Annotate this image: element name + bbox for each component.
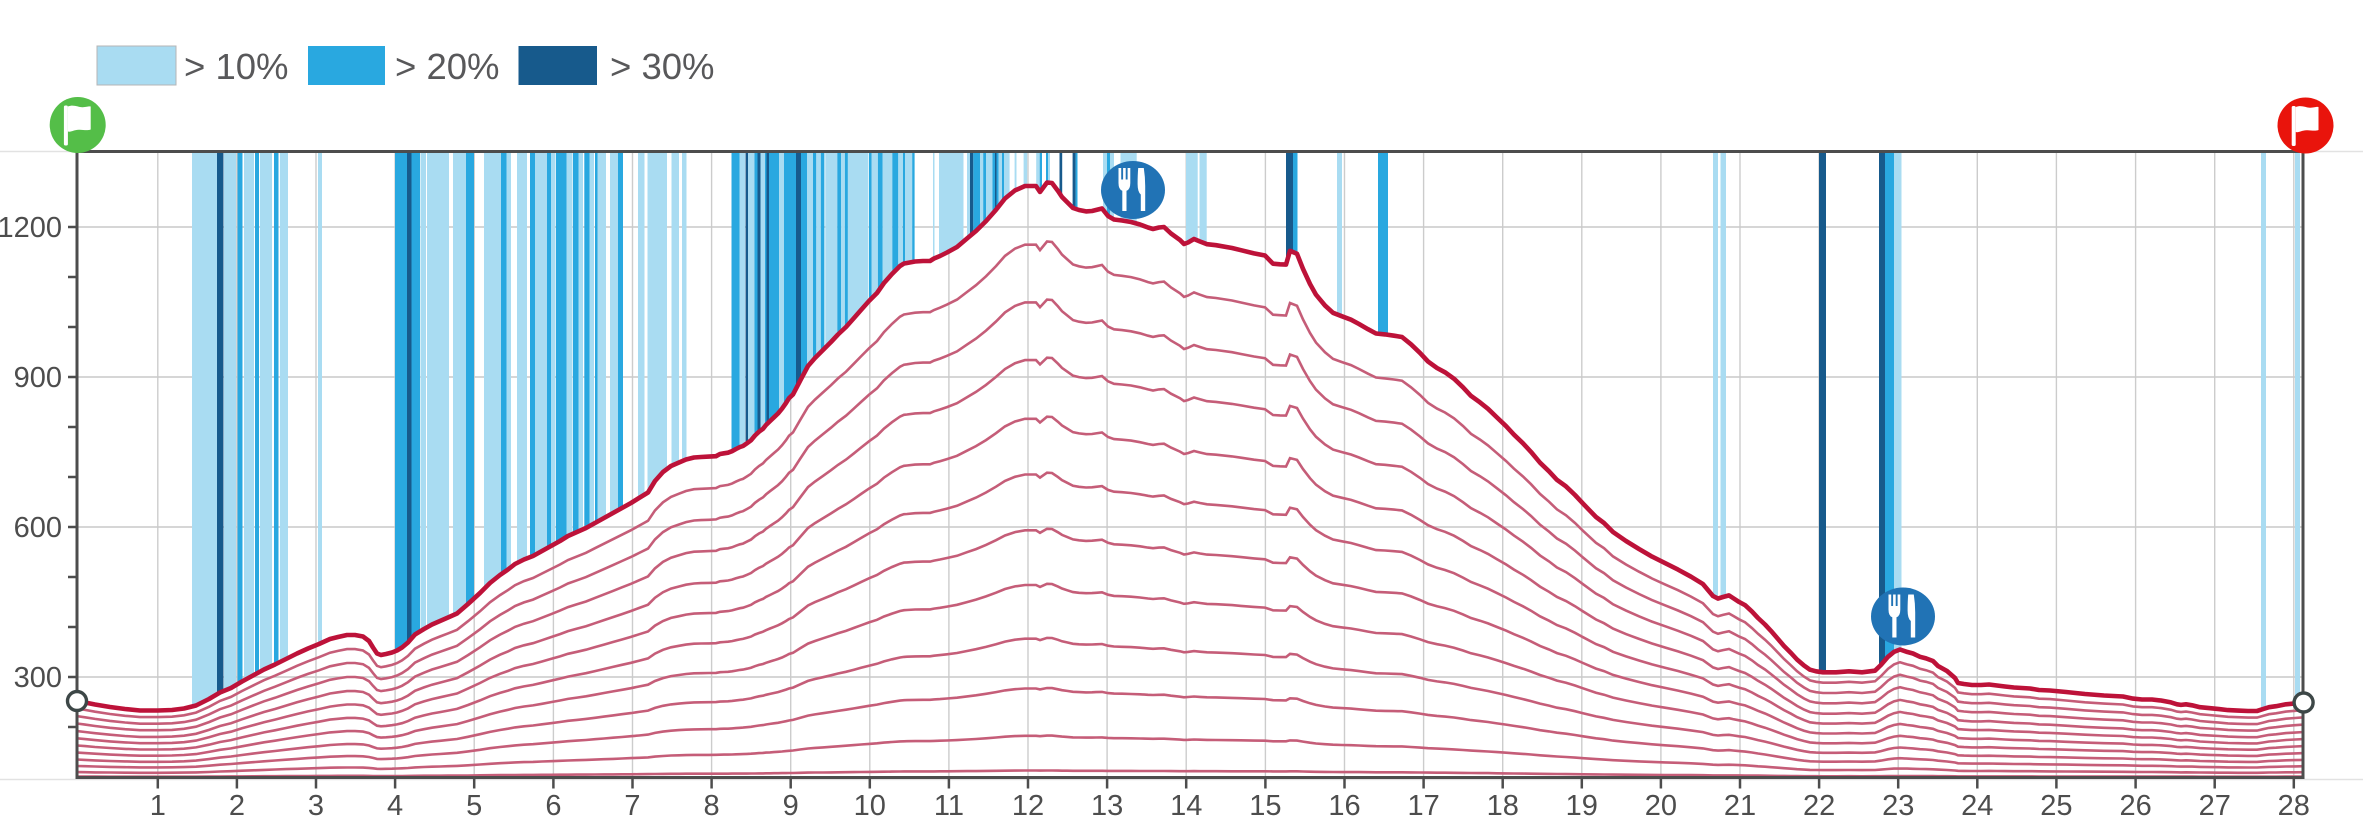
svg-text:10: 10 bbox=[854, 790, 886, 822]
svg-text:9: 9 bbox=[783, 790, 799, 822]
svg-text:900: 900 bbox=[14, 362, 62, 394]
svg-text:7: 7 bbox=[624, 790, 640, 822]
svg-text:24: 24 bbox=[1961, 790, 1993, 822]
svg-text:26: 26 bbox=[2119, 790, 2151, 822]
svg-text:4: 4 bbox=[387, 790, 403, 822]
svg-text:14: 14 bbox=[1170, 790, 1202, 822]
svg-text:19: 19 bbox=[1566, 790, 1598, 822]
svg-text:21: 21 bbox=[1724, 790, 1756, 822]
svg-text:1: 1 bbox=[150, 790, 166, 822]
svg-text:300: 300 bbox=[14, 662, 62, 694]
svg-text:25: 25 bbox=[2040, 790, 2072, 822]
svg-text:> 10%: > 10% bbox=[184, 46, 289, 87]
svg-text:17: 17 bbox=[1407, 790, 1439, 822]
svg-text:27: 27 bbox=[2199, 790, 2231, 822]
svg-text:15: 15 bbox=[1249, 790, 1281, 822]
svg-text:3: 3 bbox=[308, 790, 324, 822]
svg-text:16: 16 bbox=[1328, 790, 1360, 822]
svg-text:23: 23 bbox=[1882, 790, 1914, 822]
svg-text:600: 600 bbox=[14, 512, 62, 544]
svg-text:8: 8 bbox=[704, 790, 720, 822]
svg-text:22: 22 bbox=[1803, 790, 1835, 822]
svg-text:20: 20 bbox=[1645, 790, 1677, 822]
svg-text:5: 5 bbox=[466, 790, 482, 822]
svg-text:18: 18 bbox=[1487, 790, 1519, 822]
svg-text:2: 2 bbox=[229, 790, 245, 822]
svg-text:1200: 1200 bbox=[0, 212, 62, 244]
svg-text:> 30%: > 30% bbox=[610, 46, 715, 87]
svg-text:11: 11 bbox=[934, 790, 964, 822]
svg-text:> 20%: > 20% bbox=[395, 46, 500, 87]
svg-text:28: 28 bbox=[2278, 790, 2310, 822]
svg-text:6: 6 bbox=[545, 790, 561, 822]
svg-text:13: 13 bbox=[1091, 790, 1123, 822]
svg-text:12: 12 bbox=[1012, 790, 1044, 822]
